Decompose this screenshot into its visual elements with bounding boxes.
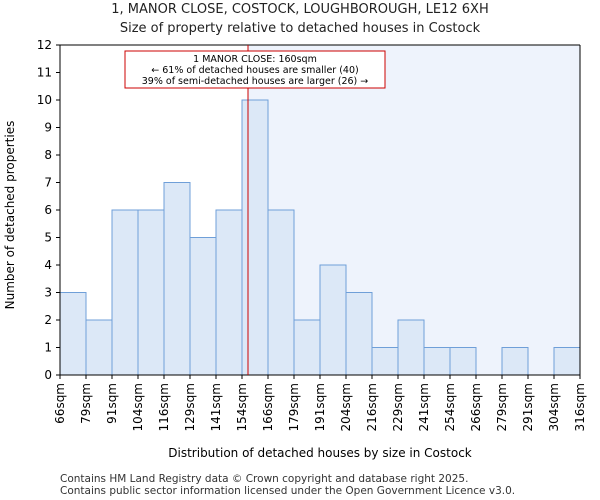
y-tick-label-4: 4 [44,258,52,272]
y-tick-label-10: 10 [37,93,52,107]
x-tick-label-241sqm: 241sqm [417,383,431,431]
x-tick-label-216sqm: 216sqm [365,383,379,431]
bar-254sqm [449,347,477,376]
bar-116sqm [163,182,191,376]
bar-279sqm [501,347,529,376]
bar-241sqm [423,347,451,376]
bar-91sqm [111,209,139,376]
bar-229sqm [397,319,425,376]
x-tick-label-179sqm: 179sqm [287,383,301,431]
y-tick-label-6: 6 [44,203,52,217]
x-tick-label-291sqm: 291sqm [521,383,535,431]
x-tick-label-66sqm: 66sqm [53,383,67,424]
y-tick-label-11: 11 [37,66,52,80]
chart-title: Size of property relative to detached ho… [119,21,481,36]
bar-179sqm [293,319,321,376]
x-tick-label-204sqm: 204sqm [339,383,353,431]
x-tick-label-141sqm: 141sqm [209,383,223,431]
bar-216sqm [371,347,399,376]
x-tick-label-191sqm: 191sqm [313,383,327,431]
x-tick-label-266sqm: 266sqm [469,383,483,431]
footer-copyright: Contains HM Land Registry data © Crown c… [60,473,469,485]
bar-166sqm [267,209,295,376]
marker-annotation-line-2: ← 61% of detached houses are smaller (40… [151,65,358,76]
x-tick-label-116sqm: 116sqm [157,383,171,431]
y-tick-label-9: 9 [44,121,52,135]
marker-annotation-line-1: 1 MANOR CLOSE: 160sqm [193,54,317,65]
x-tick-label-129sqm: 129sqm [183,383,197,431]
bar-79sqm [85,319,113,376]
y-tick-label-0: 0 [44,368,52,382]
x-tick-label-229sqm: 229sqm [391,383,405,431]
marker-annotation-line-3: 39% of semi-detached houses are larger (… [142,76,369,87]
x-tick-label-91sqm: 91sqm [105,383,119,424]
x-tick-label-154sqm: 154sqm [235,383,249,431]
y-axis-label: Number of detached properties [3,121,17,310]
bar-191sqm [319,264,347,376]
bar-66sqm [59,292,87,376]
x-tick-label-316sqm: 316sqm [573,383,587,431]
footer-licence: Contains public sector information licen… [60,485,516,497]
y-tick-label-5: 5 [44,231,52,245]
y-tick-label-1: 1 [44,341,52,355]
x-tick-label-254sqm: 254sqm [443,383,457,431]
bar-154sqm [241,99,269,376]
y-tick-label-8: 8 [44,148,52,162]
bar-141sqm [215,209,243,376]
bar-304sqm [553,347,581,376]
bar-104sqm [137,209,165,376]
y-tick-label-7: 7 [44,176,52,190]
x-tick-label-104sqm: 104sqm [131,383,145,431]
y-tick-label-2: 2 [44,313,52,327]
x-tick-label-79sqm: 79sqm [79,383,93,424]
x-tick-label-304sqm: 304sqm [547,383,561,431]
chart-title-address: 1, MANOR CLOSE, COSTOCK, LOUGHBOROUGH, L… [111,2,489,17]
y-tick-label-3: 3 [44,286,52,300]
bar-204sqm [345,292,373,376]
x-axis-label: Distribution of detached houses by size … [168,446,472,460]
marker-annotation-box [124,50,386,89]
bar-129sqm [189,237,217,376]
y-tick-label-12: 12 [37,38,52,52]
x-tick-label-166sqm: 166sqm [261,383,275,431]
x-tick-label-279sqm: 279sqm [495,383,509,431]
